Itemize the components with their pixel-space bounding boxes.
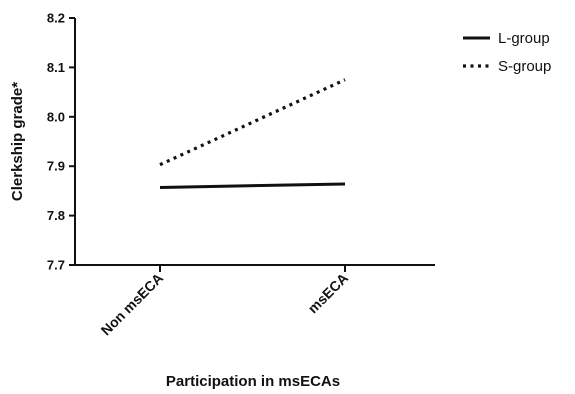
series-line-l-group [159, 182, 346, 189]
legend-label-l-group: L-group [498, 30, 550, 47]
x-tick-label: msECA [305, 270, 352, 317]
x-axis-ticks: Non msECA msECA [98, 265, 352, 339]
axes [74, 18, 435, 266]
x-axis-title: Participation in msECAs [166, 373, 340, 389]
y-tick-label: 8.1 [47, 60, 65, 75]
series-lines [159, 78, 346, 189]
y-tick-label: 8.2 [47, 11, 65, 26]
y-tick-label: 8.0 [47, 109, 65, 124]
y-axis-title: Clerkship grade* [9, 82, 26, 201]
legend-label-s-group: S-group [498, 58, 551, 75]
y-tick-label: 7.7 [47, 258, 65, 273]
y-axis-ticks: 7.7 7.8 7.9 8.0 8.1 8.2 [47, 11, 75, 273]
x-tick-label: Non msECA [98, 270, 167, 339]
legend: L-group S-group [463, 30, 551, 75]
series-line-s-group [159, 78, 346, 167]
y-tick-label: 7.9 [47, 159, 65, 174]
y-tick-label: 7.8 [47, 208, 65, 223]
